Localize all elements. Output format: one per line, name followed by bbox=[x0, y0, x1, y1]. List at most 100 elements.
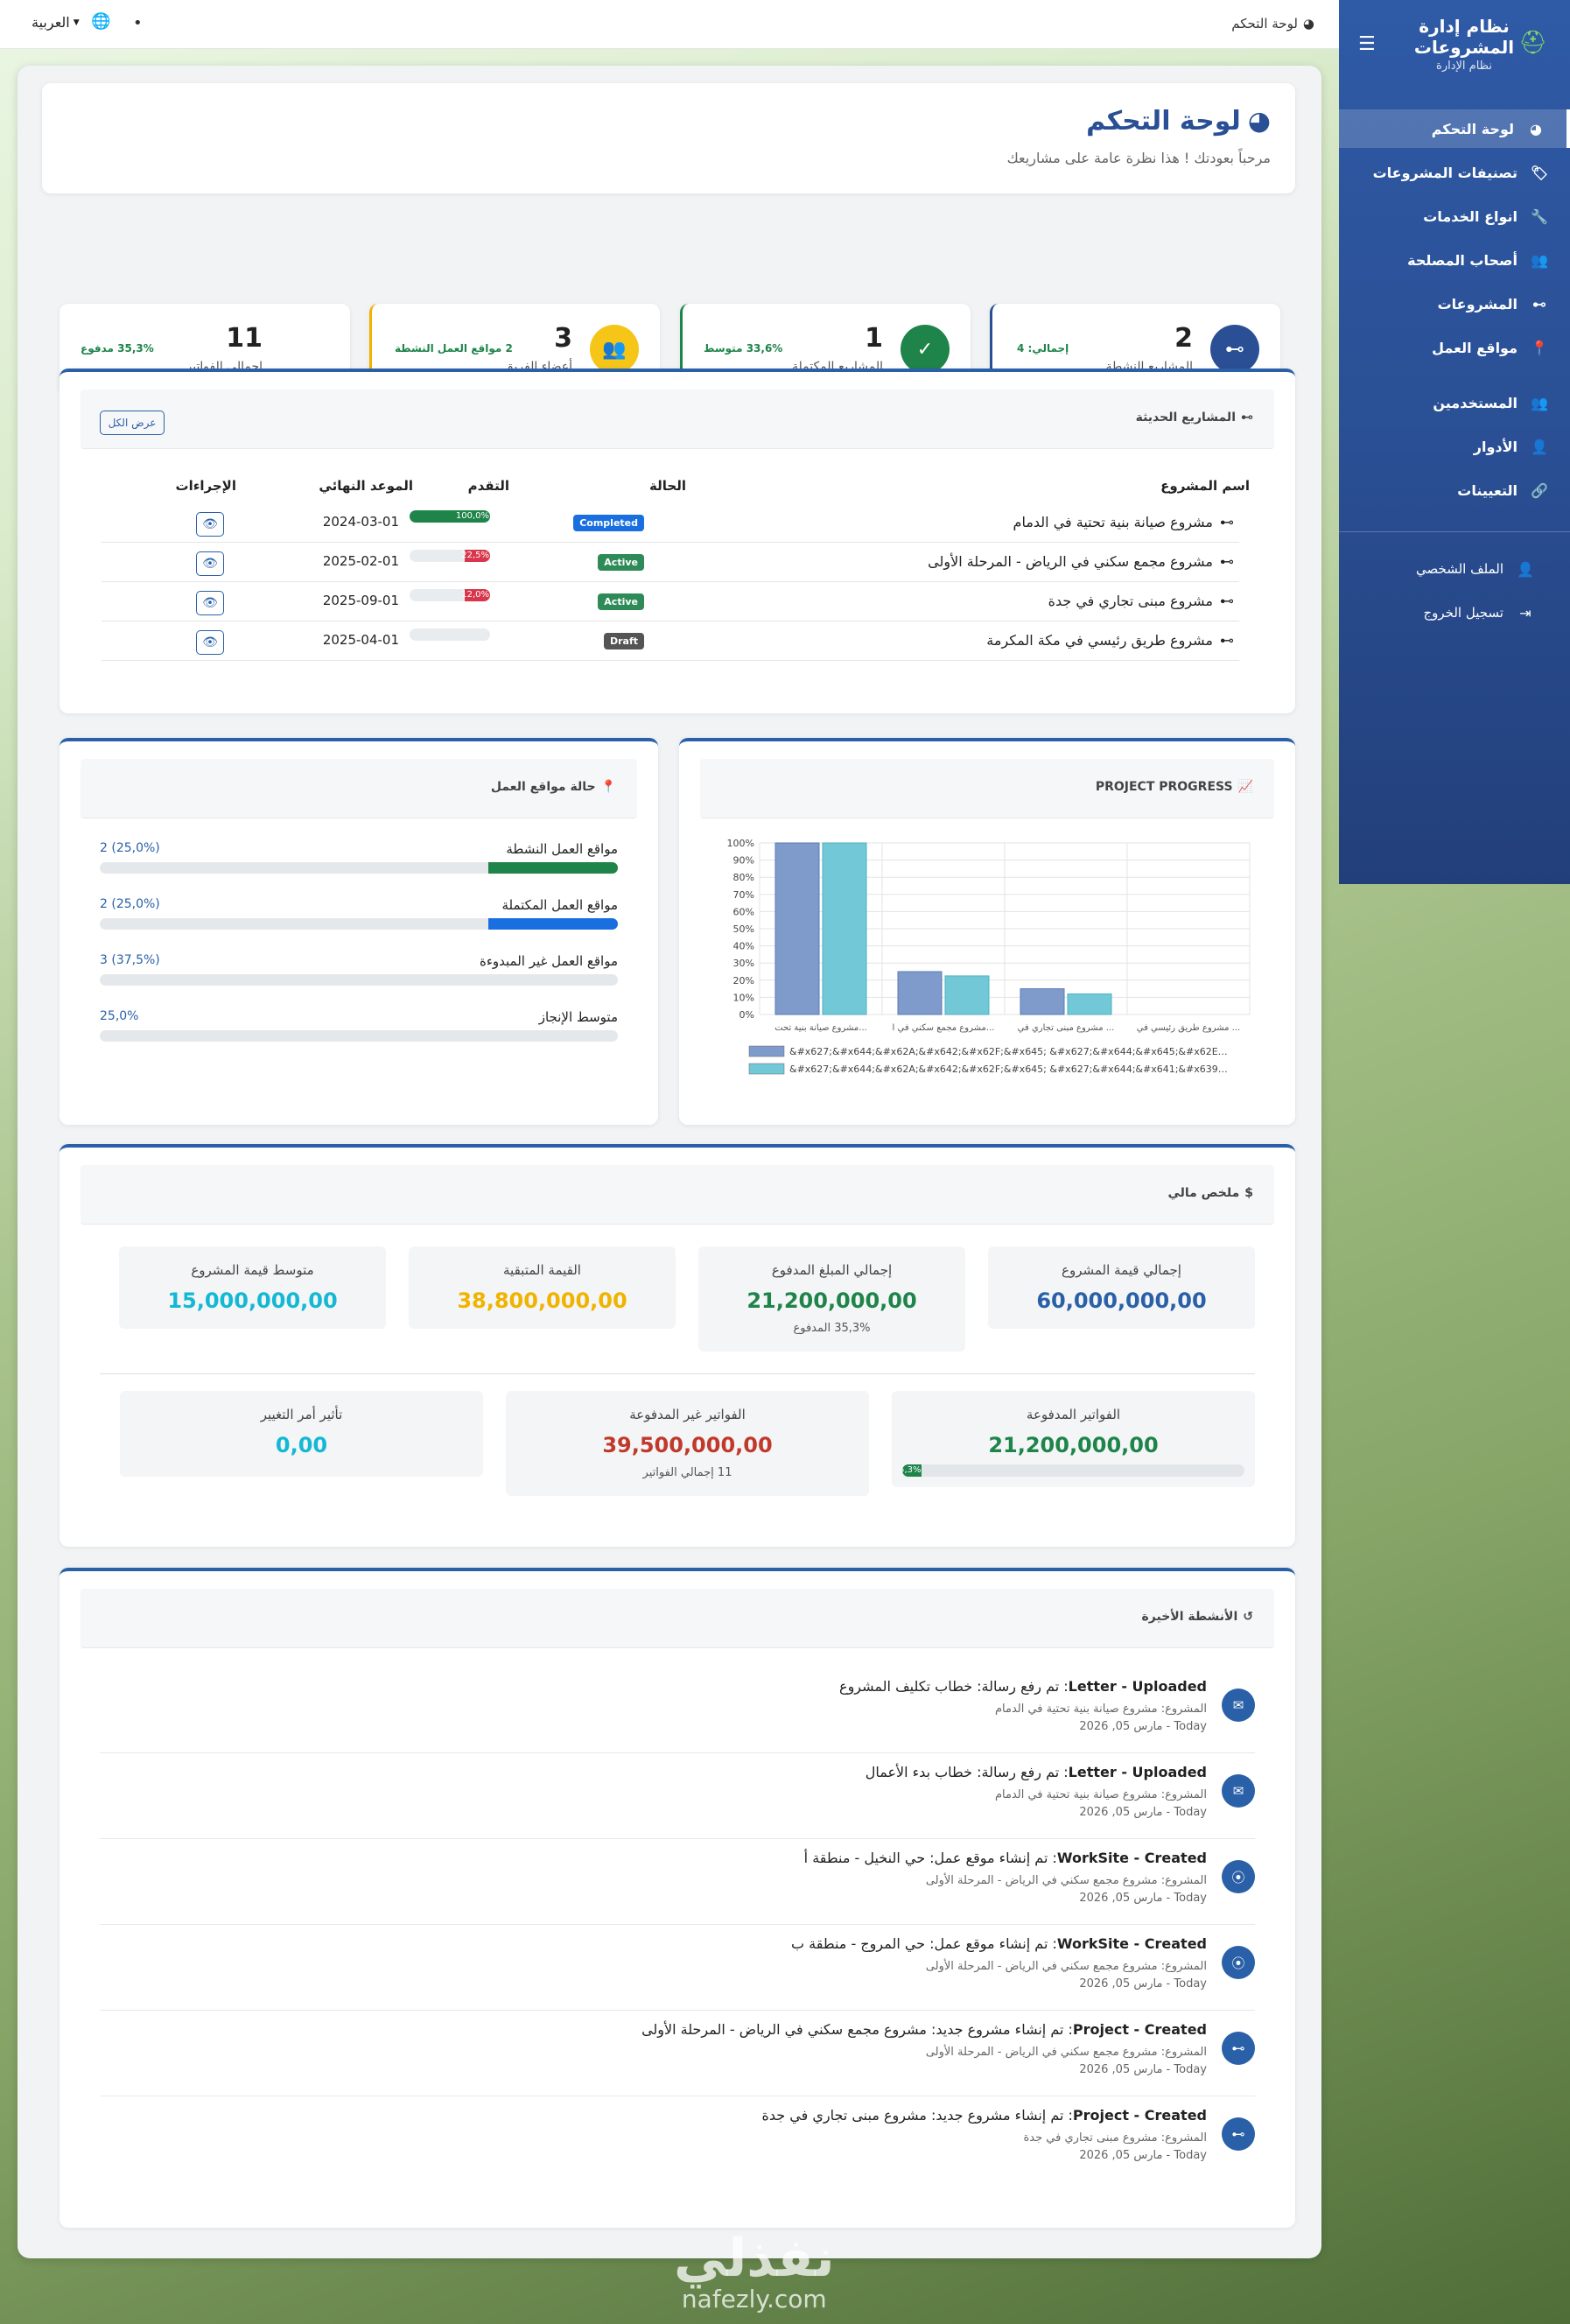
users-icon: 👥 bbox=[1531, 394, 1548, 411]
y-tick-label: 80% bbox=[733, 872, 754, 883]
project-diagram-icon: ⊶ bbox=[1220, 632, 1234, 649]
bar bbox=[1067, 993, 1112, 1015]
stat-value: 1 bbox=[865, 323, 883, 354]
worksite-label: مواقع العمل المكتملة bbox=[501, 897, 618, 913]
finance-card: إجمالي قيمة المشروع 60,000,000,00 bbox=[988, 1246, 1255, 1329]
worksite-bar bbox=[100, 862, 618, 874]
globe-icon[interactable]: 🌐 bbox=[91, 12, 111, 31]
activity-project: المشروع: مشروع مبنى تجاري في جدة bbox=[1023, 2131, 1208, 2145]
map-pin-icon: 📍 bbox=[1531, 339, 1548, 356]
legend-swatch bbox=[748, 1045, 785, 1057]
status-badge: Active bbox=[598, 593, 644, 610]
bar bbox=[1020, 988, 1065, 1015]
main-content: ◕ لوحة التحكم مرحباً بعودتك ! هذا نظرة عا… bbox=[18, 66, 1321, 2258]
project-diagram-icon: ⊶ bbox=[1210, 325, 1259, 374]
user-icon: 👤 bbox=[1517, 560, 1534, 578]
panel-title: الأنشطة الأخيرة bbox=[1141, 1610, 1238, 1624]
table-row[interactable]: ⊶ مشروع مجمع سكني في الرياض - المرحلة الأ… bbox=[102, 543, 1239, 582]
sidebar-item-stakeholders[interactable]: 👥 أصحاب المصلحة bbox=[1407, 251, 1548, 269]
activity-date: Today - مارس 05, 2026 bbox=[1079, 1977, 1207, 1990]
view-eye-icon[interactable]: 👁 bbox=[196, 512, 224, 537]
column-header-status: الحالة bbox=[649, 478, 686, 494]
status-badge: Active bbox=[598, 554, 644, 571]
worksite-value: 2 (25,0%) bbox=[100, 897, 160, 911]
activity-item: ✉ Letter - Uploaded: تم رفع رسالة: خطاب ب… bbox=[100, 1753, 1255, 1839]
view-all-button[interactable]: عرض الكل bbox=[100, 411, 165, 435]
notification-dot-icon[interactable]: • bbox=[133, 14, 143, 32]
stat-tag: 33,6% متوسط bbox=[704, 342, 783, 355]
stat-value: 3 bbox=[554, 323, 572, 354]
brand-subtitle: نظام الإدارة bbox=[1436, 60, 1492, 73]
view-eye-icon[interactable]: 👁 bbox=[196, 591, 224, 615]
y-tick-label: 0% bbox=[739, 1009, 754, 1021]
finance-card: إجمالي المبلغ المدفوع 21,200,000,00 35,3… bbox=[698, 1246, 965, 1352]
chart-line-icon: 📈 bbox=[1237, 780, 1253, 794]
status-badge: Draft bbox=[603, 633, 644, 649]
table-row[interactable]: ⊶ مشروع مبنى تجاري في جدة Active 12,0% 20… bbox=[102, 582, 1239, 621]
panel-title: حالة مواقع العمل bbox=[490, 780, 596, 794]
activity-type: WorkSite - Created bbox=[1056, 1850, 1207, 1866]
sign-out-icon: ⇥ bbox=[1519, 604, 1531, 621]
y-tick-label: 40% bbox=[733, 941, 754, 952]
table-row[interactable]: ⊶ مشروع صيانة بنية تحتية في الدمام Comple… bbox=[102, 503, 1239, 543]
sidebar-item-services[interactable]: 🔧 انواع الخدمات bbox=[1423, 207, 1548, 225]
column-header-name: اسم المشروع bbox=[1160, 478, 1250, 494]
sidebar-item-roles[interactable]: 👤 الأدوار bbox=[1473, 438, 1548, 455]
view-eye-icon[interactable]: 👁 bbox=[196, 551, 224, 576]
project-diagram-icon: ⊶ bbox=[1220, 514, 1234, 530]
activity-type: Project - Created bbox=[1072, 2107, 1207, 2124]
user-tag-icon: 👤 bbox=[1531, 438, 1548, 455]
hamburger-menu-icon[interactable]: ☰ bbox=[1358, 33, 1376, 55]
activity-text: : تم رفع رسالة: خطاب بدء الأعمال bbox=[865, 1764, 1069, 1780]
users-icon: 👥 bbox=[590, 325, 639, 374]
breadcrumb[interactable]: ◕ لوحة التحكم bbox=[1231, 16, 1314, 32]
finance-card: متوسط قيمة المشروع 15,000,000,00 bbox=[119, 1246, 386, 1329]
activity-text: : تم إنشاء موقع عمل: حي المروج - منطقة ب bbox=[791, 1935, 1057, 1952]
table-row[interactable]: ⊶ مشروع طريق رئيسي في مكة المكرمة Draft 2… bbox=[102, 621, 1239, 661]
stat-value: 2 bbox=[1174, 323, 1193, 354]
legend-swatch bbox=[748, 1063, 785, 1075]
recent-projects-panel: ⊶ المشاريع الحديثة عرض الكل اسم المشروع ا… bbox=[60, 369, 1295, 713]
sidebar-item-projects[interactable]: ⊶ المشروعات bbox=[1339, 284, 1570, 323]
stat-tag: 35,3% مدفوع bbox=[81, 342, 154, 355]
sidebar-item-logout[interactable]: ⇥ تسجيل الخروج bbox=[1339, 593, 1570, 632]
sidebar-item-assignments[interactable]: 🔗 التعيينات bbox=[1457, 481, 1548, 499]
x-tick-label: مشروع مجمع سكني في ا... bbox=[893, 1023, 995, 1033]
page-title: ◕ لوحة التحكم bbox=[1086, 106, 1271, 137]
sidebar-item-dashboard[interactable]: ◕ لوحة التحكم bbox=[1339, 109, 1570, 148]
deadline: 2025-09-01 bbox=[322, 593, 399, 608]
panel-header: ↺ الأنشطة الأخيرة bbox=[81, 1589, 1274, 1648]
sidebar-item-profile[interactable]: 👤 الملف الشخصي bbox=[1416, 560, 1534, 578]
sidebar-divider bbox=[1339, 531, 1570, 532]
panel-header: 📈 PROJECT PROGRESS bbox=[700, 759, 1274, 818]
bar bbox=[897, 971, 943, 1015]
check-circle-icon: ✓ bbox=[901, 325, 950, 374]
map-pin-icon: ⦿ bbox=[1222, 1860, 1255, 1893]
sidebar-item-categories[interactable]: 🏷 تصنيفات المشروعات bbox=[1372, 164, 1549, 181]
finance-card: الفواتير غير المدفوعة 39,500,000,00 11 إ… bbox=[506, 1391, 869, 1496]
project-diagram-icon: ⊶ bbox=[1220, 553, 1234, 570]
activity-text: : تم إنشاء مشروع جديد: مشروع مبنى تجاري … bbox=[761, 2107, 1073, 2124]
bar bbox=[822, 842, 867, 1015]
page-subtitle: مرحباً بعودتك ! هذا نظرة عامة على مشاريع… bbox=[1006, 150, 1271, 166]
activity-project: المشروع: مشروع مجمع سكني في الرياض - الم… bbox=[925, 1960, 1207, 1973]
activity-text: : تم إنشاء مشروع جديد: مشروع مجمع سكني ف… bbox=[641, 2021, 1073, 2038]
y-tick-label: 30% bbox=[733, 958, 754, 969]
recent-activities-panel: ↺ الأنشطة الأخيرة ✉ Letter - Uploaded: تم … bbox=[60, 1568, 1295, 2228]
project-diagram-icon: ⊶ bbox=[1241, 411, 1253, 425]
stat-tag: 2 مواقع العمل النشطة bbox=[395, 342, 513, 355]
sidebar-item-users[interactable]: 👥 المستخدمين bbox=[1433, 394, 1548, 411]
column-header-deadline: الموعد النهائي bbox=[319, 478, 413, 494]
deadline: 2024-03-01 bbox=[322, 514, 399, 530]
deadline: 2025-04-01 bbox=[322, 632, 399, 648]
worksite-label: متوسط الإنجاز bbox=[538, 1009, 618, 1025]
sidebar-item-worksites[interactable]: 📍 مواقع العمل bbox=[1432, 339, 1548, 356]
map-pin-icon: 📍 bbox=[600, 780, 616, 794]
activity-text: : تم رفع رسالة: خطاب تكليف المشروع bbox=[839, 1678, 1069, 1695]
language-dropdown[interactable]: ▼ العربية bbox=[32, 14, 80, 31]
progress-bar bbox=[410, 628, 490, 641]
y-tick-label: 50% bbox=[733, 923, 754, 935]
panel-title: المشاريع الحديثة bbox=[1135, 411, 1236, 425]
view-eye-icon[interactable]: 👁 bbox=[196, 630, 224, 655]
activity-item: ✉ Letter - Uploaded: تم رفع رسالة: خطاب ت… bbox=[100, 1668, 1255, 1753]
